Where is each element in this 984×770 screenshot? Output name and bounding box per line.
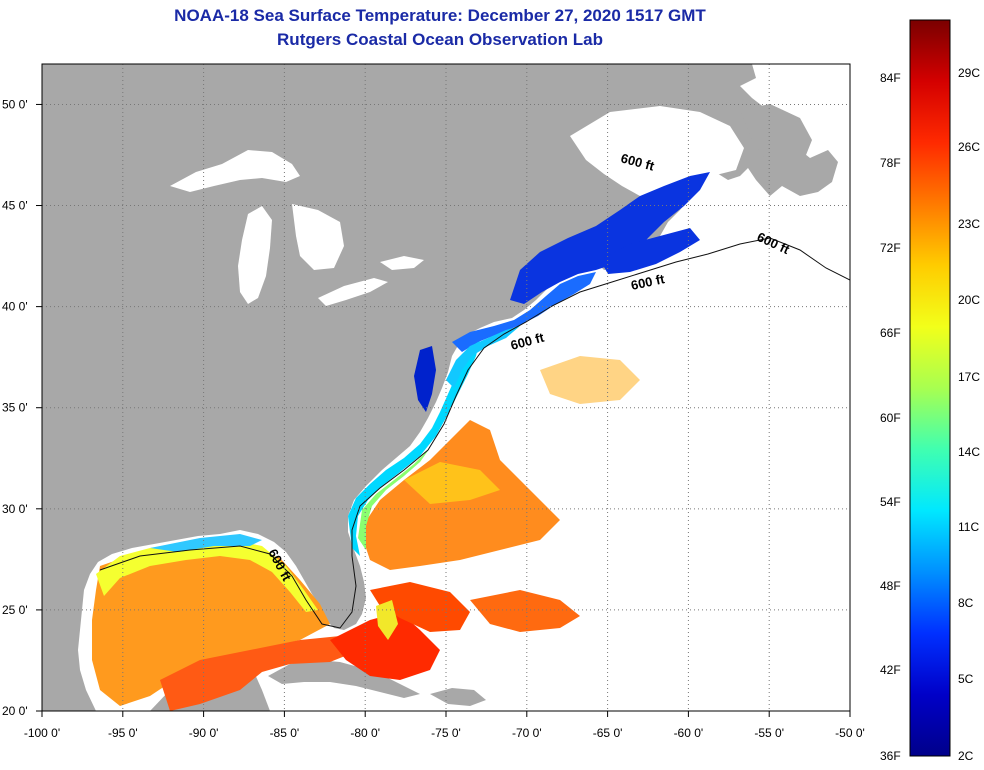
lon-tick-label: -55 0': [754, 726, 784, 740]
lon-tick-label: -80 0': [350, 726, 380, 740]
colorbar-c-label: 20C: [958, 293, 980, 307]
lat-tick-label: 25 0': [2, 603, 28, 617]
colorbar-f-label: 36F: [880, 749, 901, 763]
colorbar-c-label: 8C: [958, 596, 974, 610]
colorbar-c-label: 14C: [958, 445, 980, 459]
lake-erie: [318, 278, 388, 306]
sst-chesapeake: [414, 346, 436, 412]
lat-tick-label: 20 0': [2, 704, 28, 718]
colorbar-c-label: 5C: [958, 672, 974, 686]
colorbar-f-label: 72F: [880, 241, 901, 255]
colorbar-f-label: 54F: [880, 495, 901, 509]
colorbar-c-label: 26C: [958, 140, 980, 154]
sst-atlantic-yellow: [404, 462, 500, 504]
lon-tick-label: -70 0': [512, 726, 542, 740]
colorbar-celsius-labels: 29C 26C 23C 20C 17C 14C 11C 8C 5C 2C: [958, 66, 980, 763]
lat-tick-label: 45 0': [2, 199, 28, 213]
lat-tick-label: 35 0': [2, 401, 28, 415]
land-cuba: [268, 660, 420, 698]
sst-mid-atlantic-shelf: [452, 272, 596, 352]
contour-600ft: [99, 237, 850, 629]
sst-caribbean-warm: [330, 612, 440, 680]
colorbar-c-label: 29C: [958, 66, 980, 80]
sst-gulf-shelf-cool: [96, 540, 318, 612]
sst-gulf-coast-cold: [150, 534, 262, 552]
latitude-ticks: 20 0' 25 0' 30 0' 35 0' 40 0' 45 0' 50 0': [2, 97, 42, 718]
colorbar-fahrenheit-labels: 84F 78F 72F 66F 60F 54F 48F 42F 36F: [880, 71, 901, 763]
lon-tick-label: -65 0': [593, 726, 623, 740]
lat-tick-label: 50 0': [2, 97, 28, 111]
map-layers: [42, 64, 850, 711]
lake-michigan: [238, 206, 272, 304]
gulf-of-st-lawrence: [570, 106, 744, 196]
colorbar-c-label: 17C: [958, 370, 980, 384]
lon-tick-label: -90 0': [189, 726, 219, 740]
lake-huron: [292, 204, 344, 270]
colorbar-c-label: 11C: [958, 520, 979, 534]
sst-gulf-south: [160, 636, 360, 711]
sst-bahamas-bank: [376, 600, 398, 640]
lon-tick-label: -60 0': [674, 726, 704, 740]
lon-tick-label: -50 0': [835, 726, 865, 740]
land-hispaniola: [430, 688, 486, 706]
colorbar-f-label: 42F: [880, 663, 901, 677]
lat-tick-label: 30 0': [2, 502, 28, 516]
lake-superior: [170, 150, 300, 192]
sst-shelf-cyan-midatl: [446, 326, 520, 388]
lat-tick-label: 40 0': [2, 300, 28, 314]
colorbar-f-label: 60F: [880, 411, 901, 425]
lon-tick-label: -85 0': [270, 726, 300, 740]
sst-gulf-of-maine: [510, 172, 710, 304]
colorbar-c-label: 23C: [958, 217, 980, 231]
contour-label-nova-scotia: 600 ft: [630, 271, 667, 293]
lon-tick-label: -75 0': [431, 726, 461, 740]
lake-ontario: [380, 256, 424, 270]
lon-tick-label: -100 0': [24, 726, 60, 740]
colorbar: [909, 19, 951, 757]
colorbar-c-label: 2C: [958, 749, 974, 763]
sst-bahamas: [370, 582, 470, 632]
sst-nova-scotia: [600, 228, 700, 274]
colorbar-f-label: 48F: [880, 579, 901, 593]
colorbar-f-label: 66F: [880, 326, 901, 340]
colorbar-f-label: 78F: [880, 156, 901, 170]
sst-gulf-interior: [92, 546, 330, 706]
land-newfoundland: [740, 104, 812, 170]
colorbar-f-label: 84F: [880, 71, 901, 85]
map-title: NOAA-18 Sea Surface Temperature: Decembe…: [174, 6, 706, 25]
sst-atlantic-south: [470, 590, 580, 632]
sst-offshore-scatter: [540, 356, 640, 404]
lon-tick-label: -95 0': [108, 726, 138, 740]
sst-shelf-green: [358, 448, 430, 550]
longitude-ticks: -100 0' -95 0' -90 0' -85 0' -80 0' -75 0' -70…: [24, 711, 865, 740]
map-subtitle: Rutgers Coastal Ocean Observation Lab: [277, 30, 603, 49]
